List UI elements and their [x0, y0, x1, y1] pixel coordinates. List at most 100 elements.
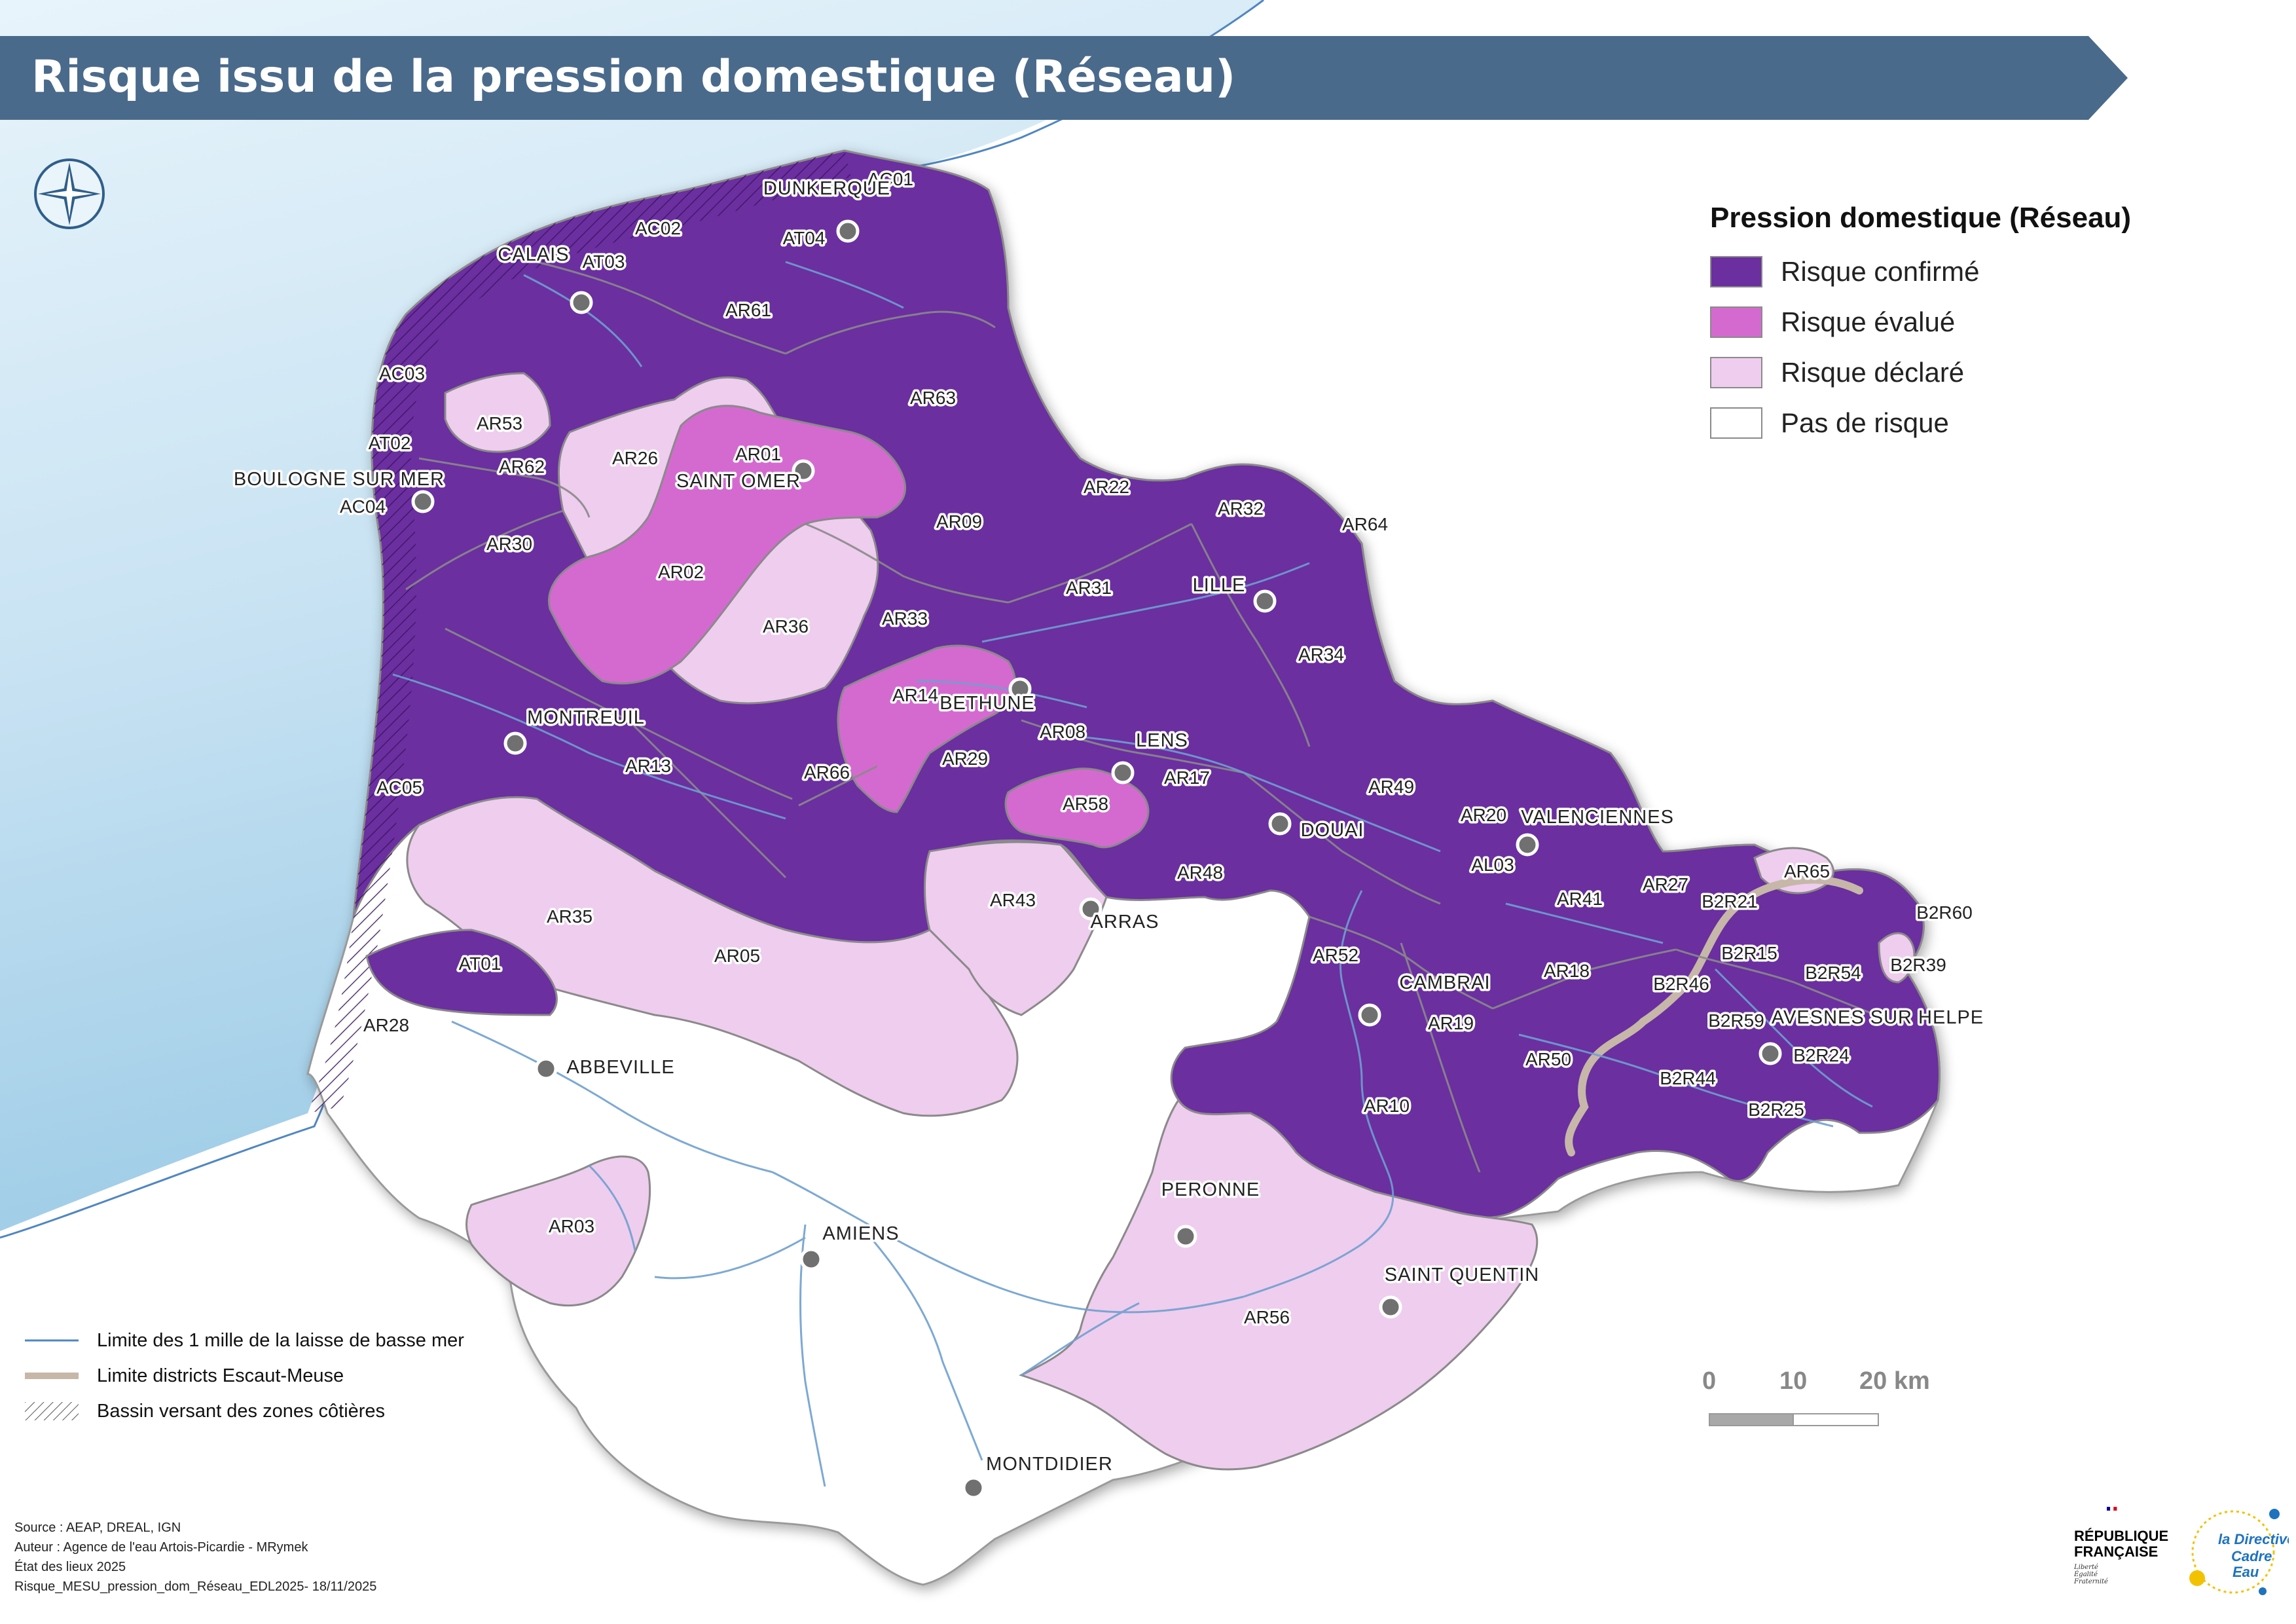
- compass-rose-icon: [34, 158, 105, 229]
- coastal-hatch: [308, 151, 851, 1113]
- city-label-arras: ARRAS: [1091, 912, 1159, 932]
- legend-title: Pression domestique (Réseau): [1710, 202, 2132, 234]
- zone-risque-declare-ar03: [465, 1155, 651, 1307]
- city-marker-cambrai: [1358, 1003, 1381, 1027]
- city-marker-montdidier: [962, 1476, 985, 1500]
- dce-line1: la Directive: [2218, 1531, 2289, 1547]
- water-body-label-ar29: AR29: [942, 748, 988, 769]
- line-legend-label: Limite des 1 mille de la laisse de basse…: [97, 1329, 464, 1351]
- water-body-label-b2r21: B2R21: [1702, 891, 1758, 912]
- sub-basin-boundaries: [405, 261, 1893, 1173]
- water-body-label-ar43: AR43: [990, 890, 1036, 910]
- city-label-dunkerque: DUNKERQUE: [763, 178, 890, 199]
- water-body-label-b2r15: B2R15: [1721, 943, 1777, 963]
- title-banner: [0, 36, 2128, 120]
- water-body-label-at01: AT01: [459, 953, 501, 974]
- city-marker-abbeville: [534, 1057, 558, 1080]
- directive-cadre-eau-logo: la Directive Cadre Eau: [2189, 1509, 2289, 1595]
- water-body-label-b2r25: B2R25: [1748, 1099, 1804, 1120]
- zone-risque-evalue-ar14: [837, 644, 1016, 813]
- water-body-label-ar34: AR34: [1298, 644, 1344, 665]
- city-markers: DUNKERQUE CALAIS BOULOGNE SUR MER SAINT OME…: [231, 176, 1986, 1500]
- zone-risque-evalue-ar58: [1004, 767, 1150, 849]
- author-line: Auteur : Agence de l'eau Artois-Picardie…: [14, 1540, 308, 1555]
- line-legend-item-escaut-meuse: Limite districts Escaut-Meuse: [25, 1358, 464, 1393]
- water-body-label-al03: AL03: [1471, 855, 1514, 875]
- legend-item-risque-evalue: Risque évalué: [1710, 297, 2208, 347]
- city-marker-saint-quentin: [1379, 1295, 1402, 1319]
- city-marker-douai: [1268, 812, 1292, 836]
- water-body-label-b2r44: B2R44: [1660, 1068, 1716, 1088]
- city-marker-lille: [1253, 589, 1277, 613]
- water-body-label-ar64: AR64: [1342, 514, 1388, 534]
- water-body-label-ar48: AR48: [1177, 862, 1223, 883]
- city-label-avesnes-sur-helpe: AVESNES SUR HELPE: [1772, 1007, 1984, 1028]
- zone-risque-declare-ar53: [444, 372, 551, 453]
- water-body-label-ar49: AR49: [1368, 777, 1414, 797]
- water-body-label-ac02: AC02: [635, 218, 681, 238]
- city-marker-avesnes-sur-helpe: [1758, 1042, 1782, 1065]
- legend-swatch: [1710, 255, 1762, 287]
- water-body-label-ar01: AR01: [735, 444, 781, 464]
- water-body-label-b2r54: B2R54: [1805, 963, 1861, 983]
- water-body-label-ar66: AR66: [804, 762, 850, 783]
- water-body-label-at03: AT03: [583, 251, 625, 272]
- scale-label-0: 0: [1702, 1367, 1717, 1395]
- title-banner-shape: [0, 36, 2128, 120]
- city-label-saint-quentin: SAINT QUENTIN: [1385, 1264, 1539, 1285]
- water-body-label-ar05: AR05: [714, 946, 760, 966]
- water-body-label-ac01: AC01: [867, 169, 913, 189]
- legend-label: Pas de risque: [1781, 407, 1949, 438]
- legend-swatch: [1710, 306, 1762, 338]
- water-body-label-at02: AT02: [369, 433, 411, 453]
- water-body-label-ar26: AR26: [612, 448, 658, 468]
- city-label-lille: LILLE: [1193, 575, 1246, 596]
- city-label-douai: DOUAI: [1301, 820, 1364, 841]
- water-body-label-b2r46: B2R46: [1653, 974, 1709, 994]
- water-body-label-ar17: AR17: [1164, 767, 1210, 788]
- line-legend-label: Limite districts Escaut-Meuse: [97, 1365, 344, 1386]
- escaut-meuse-limit: [1565, 876, 1863, 1156]
- city-label-montreuil: MONTREUIL: [527, 707, 645, 728]
- zone-risque-confirme-at01: [365, 929, 558, 1016]
- water-body-label-b2r60: B2R60: [1916, 902, 1973, 923]
- edition-line: État des lieux 2025: [14, 1560, 126, 1574]
- beige-line-icon: [25, 1373, 79, 1379]
- filename-line: Risque_MESU_pression_dom_Réseau_EDL2025-…: [14, 1579, 377, 1594]
- line-legend-item-mille: Limite des 1 mille de la laisse de basse…: [25, 1323, 464, 1358]
- water-body-label-ar50: AR50: [1525, 1049, 1571, 1069]
- water-body-label-ac04: AC04: [340, 496, 386, 517]
- water-body-label-ar31: AR31: [1066, 578, 1112, 598]
- republique-line2: FRANÇAISE: [2074, 1543, 2159, 1560]
- city-marker-bethune: [1008, 677, 1032, 701]
- page-title: Risque issu de la pression domestique (R…: [31, 51, 1236, 103]
- water-body-label-ar08: AR08: [1040, 722, 1085, 742]
- water-body-label-ar32: AR32: [1218, 498, 1264, 519]
- water-body-label-ar61: AR61: [725, 300, 771, 320]
- water-body-label-ar27: AR27: [1643, 874, 1688, 895]
- line-legend: Limite des 1 mille de la laisse de basse…: [25, 1323, 464, 1429]
- water-body-label-ar41: AR41: [1557, 889, 1603, 909]
- water-body-label-ar52: AR52: [1313, 945, 1358, 965]
- water-body-label-ar58: AR58: [1063, 794, 1108, 814]
- water-body-label-ar03: AR03: [549, 1216, 594, 1236]
- city-marker-montreuil: [503, 731, 527, 755]
- line-legend-label: Bassin versant des zones côtières: [97, 1400, 386, 1422]
- city-marker-calais: [570, 291, 593, 314]
- water-body-label-ar63: AR63: [910, 388, 956, 408]
- city-marker-lens: [1111, 761, 1135, 784]
- water-body-label-ar09: AR09: [936, 511, 982, 532]
- city-marker-dunkerque: [836, 219, 860, 243]
- zone-risque-evalue-ar01-ar02: [548, 405, 907, 685]
- city-label-cambrai: CAMBRAI: [1399, 972, 1490, 993]
- water-body-label-ar33: AR33: [882, 608, 928, 629]
- source-line: Source : AEAP, DREAL, IGN: [14, 1521, 181, 1535]
- city-label-montdidier: MONTDIDIER: [986, 1454, 1113, 1475]
- water-body-label-ar13: AR13: [625, 756, 671, 776]
- water-body-label-at04: AT04: [783, 228, 826, 248]
- water-body-label-ar36: AR36: [763, 616, 809, 637]
- city-marker-saint-omer: [792, 459, 815, 483]
- water-body-label-ar30: AR30: [486, 534, 532, 554]
- city-marker-amiens: [799, 1247, 823, 1271]
